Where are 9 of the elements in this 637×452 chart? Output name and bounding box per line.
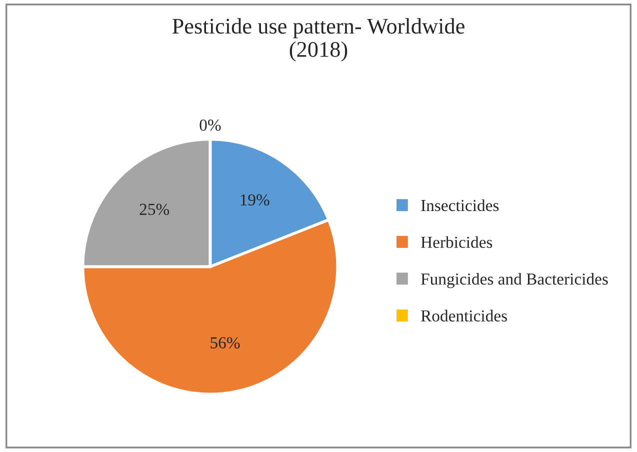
- legend-label: Insecticides: [421, 199, 499, 212]
- data-label: 25%: [140, 204, 170, 216]
- legend-label: Fungicides and Bactericides: [421, 272, 608, 288]
- data-label: 56%: [210, 337, 240, 348]
- data-label: 19%: [240, 194, 270, 206]
- legend-label: Rodenticides: [421, 310, 507, 322]
- chart-title: Pesticide use pattern- Worldwide (2018): [172, 18, 464, 62]
- legend-label: Herbicides: [421, 236, 492, 248]
- text: 0%: [200, 119, 221, 131]
